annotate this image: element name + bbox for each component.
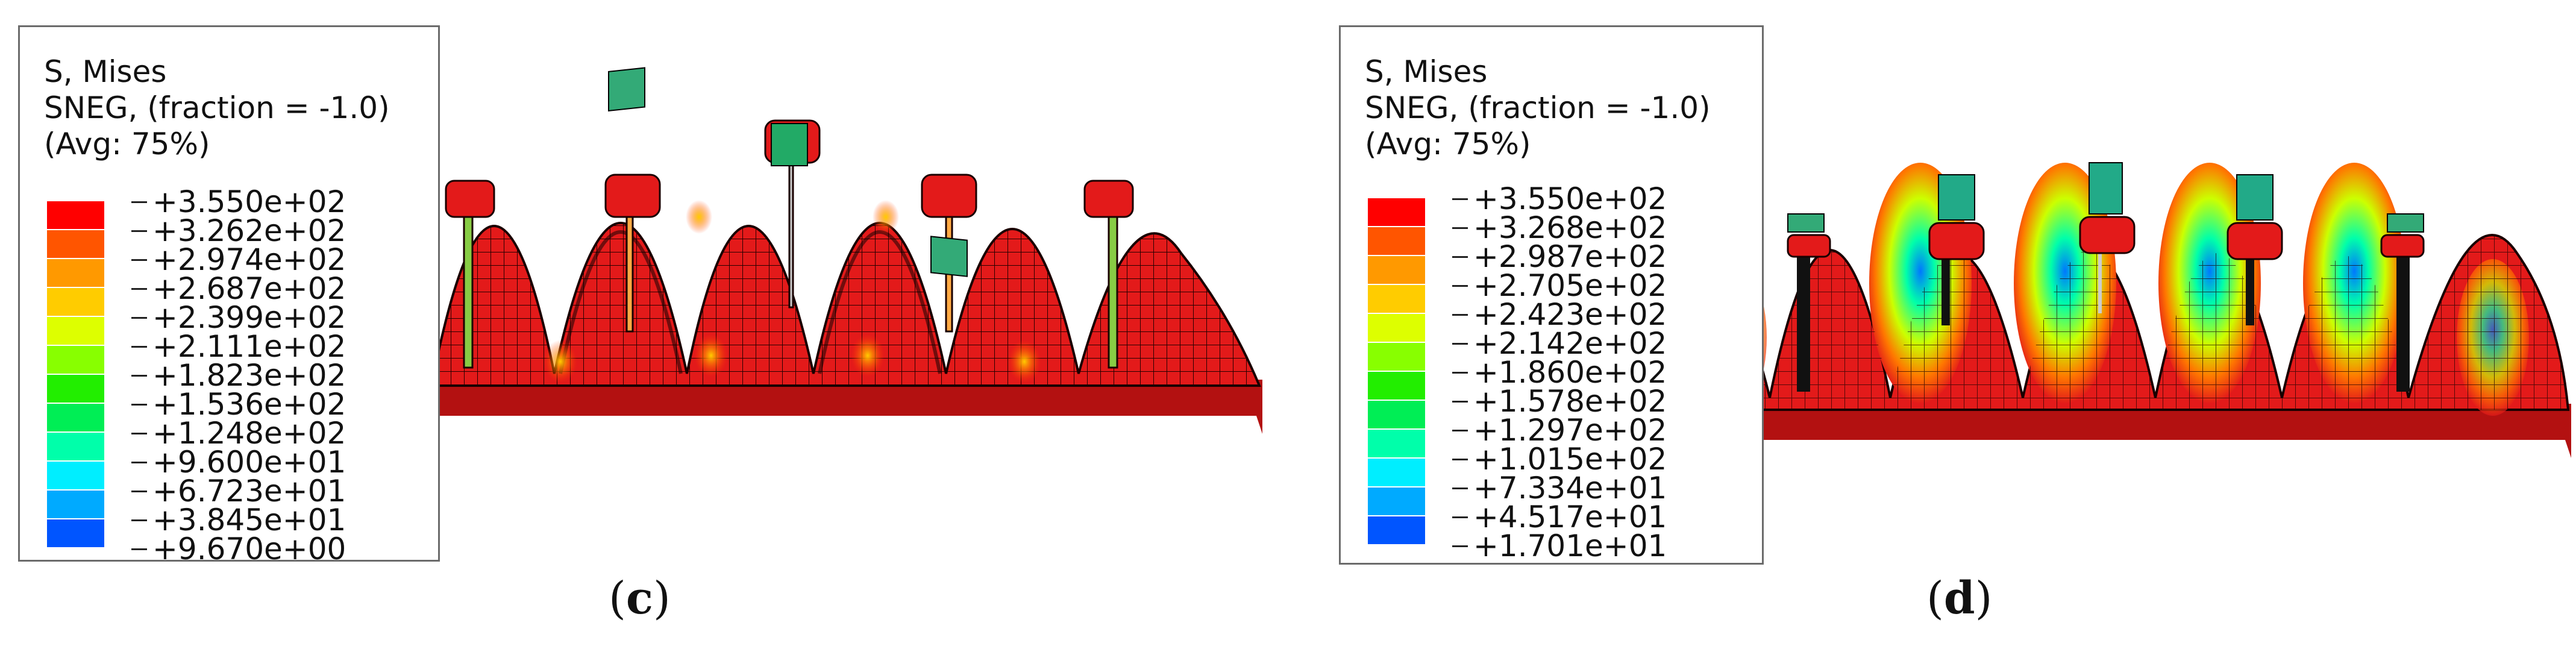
legend-value: +1.015e+02 (1473, 442, 1667, 477)
legend-swatch (1368, 343, 1425, 371)
legend-tick (1452, 343, 1468, 345)
legend-tick (131, 317, 147, 319)
legend-swatch (1368, 372, 1425, 400)
legend-swatch (47, 462, 104, 489)
caption-c: (c) (609, 572, 671, 624)
legend-value: +2.142e+02 (1473, 326, 1667, 361)
legend-swatch (1368, 285, 1425, 313)
legend-value: +2.111e+02 (152, 329, 346, 364)
legend-tick (1452, 198, 1468, 200)
legend-value: +2.423e+02 (1473, 297, 1667, 332)
legend-swatch (47, 288, 104, 316)
legend-value: +2.987e+02 (1473, 239, 1667, 274)
caption-d: (d) (1926, 572, 1993, 624)
legend-swatch (47, 433, 104, 460)
legend-variable: S, Mises (1365, 54, 1488, 89)
legend-averaging: (Avg: 75%) (1365, 127, 1531, 161)
legend-swatch (47, 519, 104, 547)
legend-value: +2.974e+02 (152, 242, 346, 277)
legend-value: +2.687e+02 (152, 271, 346, 306)
legend-value: +3.268e+02 (1473, 210, 1667, 245)
stress-contour-plot-d (1661, 162, 2571, 458)
legend-swatch (1368, 227, 1425, 255)
legend-value: +3.550e+02 (1473, 181, 1667, 216)
legend-tick (1452, 256, 1468, 258)
legend-swatch (1368, 256, 1425, 284)
legend-swatch (47, 491, 104, 518)
legend-tick (131, 288, 147, 290)
legend-value: +3.550e+02 (152, 184, 346, 219)
color-legend: S, Mises SNEG, (fraction = -1.0) (Avg: 7… (1339, 25, 1764, 565)
legend-tick (1452, 227, 1468, 229)
legend-swatch (47, 230, 104, 258)
legend-swatch (47, 201, 104, 229)
legend-tick (131, 230, 147, 232)
legend-swatch (47, 404, 104, 431)
legend-variable: S, Mises (44, 54, 167, 89)
legend-swatch (1368, 488, 1425, 515)
legend-averaging: (Avg: 75%) (44, 127, 210, 161)
legend-value: +2.399e+02 (152, 300, 346, 335)
legend-tick (1452, 488, 1468, 489)
legend-value: +9.600e+01 (152, 445, 346, 480)
legend-swatch (47, 375, 104, 403)
legend-swatch (47, 317, 104, 345)
color-legend: S, Mises SNEG, (fraction = -1.0) (Avg: 7… (18, 25, 440, 566)
legend-value: +4.517e+01 (1473, 500, 1667, 535)
legend-tick (1452, 545, 1468, 547)
legend-value: +1.248e+02 (152, 416, 346, 451)
legend-value: +2.705e+02 (1473, 268, 1667, 303)
legend-value: +1.578e+02 (1473, 384, 1667, 419)
legend-tick (1452, 372, 1468, 374)
legend-swatch (1368, 430, 1425, 457)
stress-contour-plot-c (313, 67, 1262, 434)
legend-swatch (1368, 401, 1425, 428)
legend-tick (131, 548, 147, 550)
panel-c: S, Mises SNEG, (fraction = -1.0) (Avg: 7… (18, 25, 1262, 624)
legend-tick (1452, 401, 1468, 403)
legend-tick (131, 201, 147, 203)
legend-tick (1452, 516, 1468, 518)
legend-swatch (1368, 459, 1425, 486)
legend-swatch (47, 346, 104, 374)
legend-swatch (1368, 198, 1425, 226)
legend-tick (1452, 285, 1468, 287)
legend-swatch (47, 259, 104, 287)
legend-value: +3.262e+02 (152, 213, 346, 248)
legend-value: +1.701e+01 (1473, 528, 1667, 563)
legend-tick (131, 519, 147, 521)
legend-value: +1.823e+02 (152, 358, 346, 393)
legend-value: +1.297e+02 (1473, 413, 1667, 448)
legend-value: +3.845e+01 (152, 503, 346, 538)
legend-tick (131, 404, 147, 406)
legend-tick (131, 259, 147, 261)
legend-value: +6.723e+01 (152, 474, 346, 509)
legend-tick (1452, 314, 1468, 316)
panel-d: S, Mises SNEG, (fraction = -1.0) (Avg: 7… (1288, 0, 2575, 649)
legend-value: +9.670e+00 (152, 531, 346, 566)
legend-value: +1.536e+02 (152, 387, 346, 422)
legend-tick (131, 462, 147, 463)
legend-section: SNEG, (fraction = -1.0) (44, 90, 390, 125)
legend-tick (1452, 459, 1468, 460)
legend-tick (131, 375, 147, 377)
legend-tick (131, 346, 147, 348)
legend-tick (131, 433, 147, 434)
mesh-surface (336, 222, 1262, 387)
legend-value: +1.860e+02 (1473, 355, 1667, 390)
legend-section: SNEG, (fraction = -1.0) (1365, 90, 1711, 125)
legend-tick (1452, 430, 1468, 431)
legend-swatch (1368, 314, 1425, 342)
legend-tick (131, 491, 147, 492)
legend-value: +7.334e+01 (1473, 471, 1667, 506)
legend-swatch (1368, 516, 1425, 544)
